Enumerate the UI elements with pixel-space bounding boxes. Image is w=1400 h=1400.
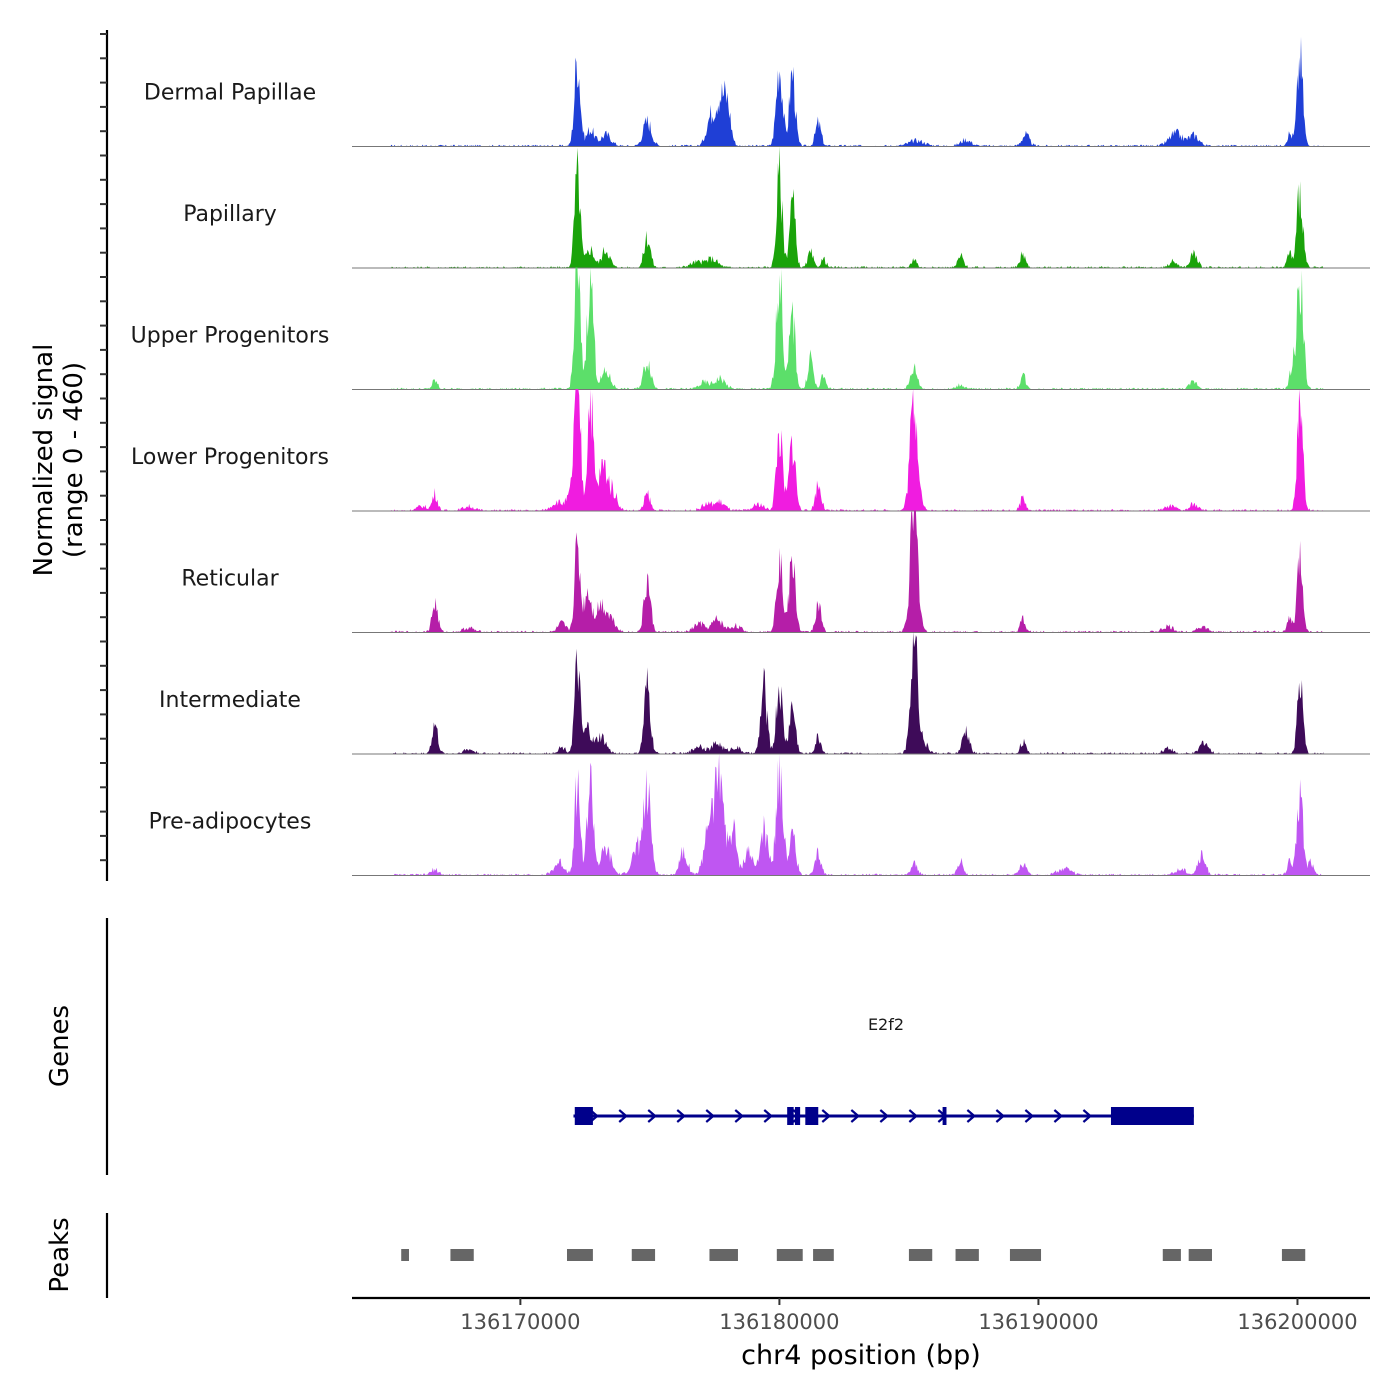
coverage-track-0: Dermal Papillae — [144, 36, 1370, 147]
peak-interval — [776, 1249, 803, 1261]
peak-interval — [955, 1249, 979, 1261]
strand-arrow — [1082, 1109, 1093, 1123]
strand-arrow — [821, 1109, 831, 1123]
track-label: Lower Progenitors — [131, 445, 329, 470]
coverage-track-6: Pre-adipocytes — [149, 753, 1370, 876]
coverage-area — [390, 146, 1324, 268]
y-axis-title-line2: (range 0 - 460) — [59, 362, 89, 558]
track-label: Upper Progenitors — [131, 324, 330, 349]
genes-track-title: Genes — [45, 1005, 75, 1087]
gene-model-track: E2f2 — [573, 1015, 1194, 1125]
strand-arrow — [676, 1109, 686, 1123]
strand-arrow — [734, 1109, 744, 1123]
x-tick-label: 136190000 — [978, 1310, 1098, 1334]
gene-exon — [1110, 1107, 1194, 1125]
x-tick-label: 136170000 — [460, 1310, 580, 1334]
strand-arrow — [995, 1109, 1006, 1123]
coverage-track-3: Lower Progenitors — [131, 389, 1370, 512]
coverage-track-2: Upper Progenitors — [131, 267, 1370, 390]
strand-arrow — [1024, 1109, 1035, 1123]
peak-interval — [1009, 1249, 1042, 1261]
gene-exon — [805, 1107, 819, 1125]
strand-arrow — [879, 1109, 890, 1123]
peaks-track-title: Peaks — [45, 1217, 75, 1292]
peak-interval — [709, 1249, 738, 1261]
coverage-track-5: Intermediate — [159, 632, 1370, 755]
peak-interval — [401, 1249, 409, 1261]
gene-exon — [574, 1107, 593, 1125]
gene-exon — [787, 1107, 794, 1125]
strand-arrow — [908, 1109, 919, 1123]
peak-interval — [1188, 1249, 1212, 1261]
strand-arrow — [1053, 1109, 1064, 1123]
x-axis-ticks: 136170000 136180000 136190000 136200000 — [460, 1298, 1358, 1334]
peak-interval — [813, 1249, 834, 1261]
track-label: Pre-adipocytes — [149, 810, 312, 835]
track-label: Papillary — [183, 202, 277, 227]
track-label: Reticular — [181, 567, 279, 592]
strand-arrow — [647, 1109, 657, 1123]
peak-interval — [1281, 1249, 1306, 1261]
peak-interval — [566, 1249, 593, 1261]
coverage-area — [390, 632, 1324, 754]
peak-interval — [631, 1249, 656, 1261]
coverage-track-1: Papillary — [183, 146, 1370, 269]
coverage-area — [390, 36, 1324, 147]
coverage-area — [390, 510, 1324, 633]
peak-interval — [908, 1249, 933, 1261]
gene-exon — [942, 1107, 947, 1125]
peak-interval — [1162, 1249, 1181, 1261]
strand-arrow — [763, 1109, 773, 1123]
coverage-track-4: Reticular — [181, 510, 1370, 633]
peak-interval — [450, 1249, 474, 1261]
strand-arrow — [618, 1109, 628, 1123]
coverage-y-ticks — [100, 33, 107, 862]
coverage-area — [390, 389, 1324, 511]
coverage-tracks: Dermal Papillae Papillary Upper Progenitor… — [131, 36, 1370, 876]
gene-exon — [794, 1107, 801, 1125]
x-tick-label: 136180000 — [719, 1310, 839, 1334]
track-label: Dermal Papillae — [144, 81, 316, 106]
y-axis-title-line1: Normalized signal — [29, 344, 59, 577]
x-axis-title: chr4 position (bp) — [741, 1340, 981, 1371]
strand-arrow — [850, 1109, 860, 1123]
gene-name-label: E2f2 — [868, 1015, 904, 1034]
strand-arrow — [705, 1109, 715, 1123]
coverage-area — [390, 267, 1324, 390]
peaks-track — [401, 1249, 1306, 1261]
x-tick-label: 136200000 — [1237, 1310, 1357, 1334]
coverage-area — [390, 753, 1324, 876]
track-label: Intermediate — [159, 688, 301, 713]
strand-arrow — [966, 1109, 977, 1123]
